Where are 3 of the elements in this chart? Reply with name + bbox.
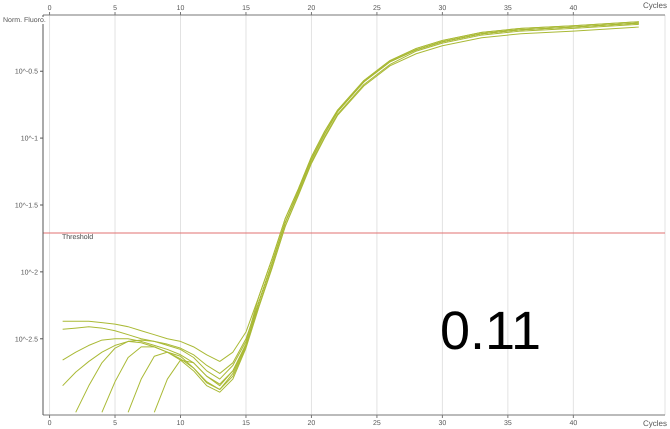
x-axis-title: Cycles — [643, 419, 668, 428]
annotation: 0.11 — [440, 300, 542, 362]
x2-axis-title: Cycles — [643, 1, 668, 10]
